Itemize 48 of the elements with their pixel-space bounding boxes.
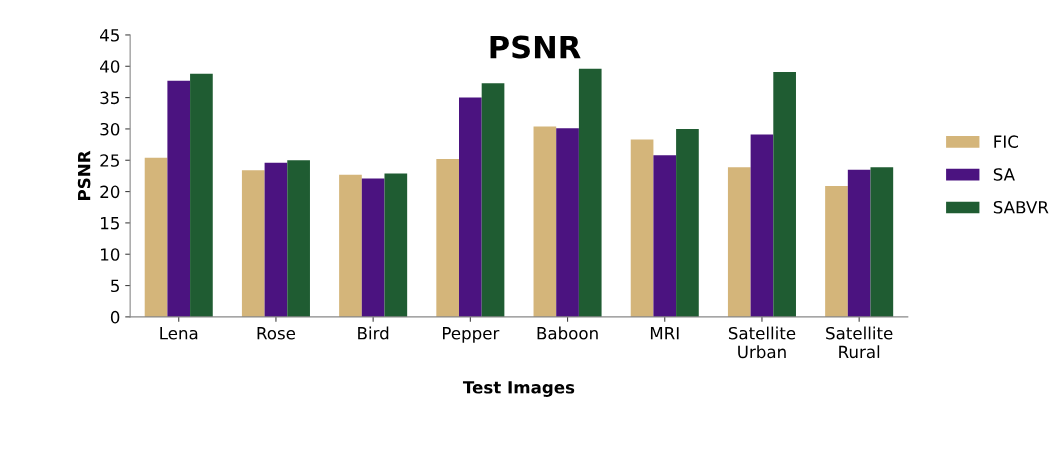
bar <box>384 173 408 317</box>
legend-label: SABVR <box>993 200 1049 214</box>
bar <box>264 162 288 317</box>
y-tick-label: 10 <box>101 248 120 261</box>
legend-label: FIC <box>994 135 1018 148</box>
bar <box>459 97 482 317</box>
bar <box>481 83 505 317</box>
bar <box>144 157 168 317</box>
bar <box>190 73 213 317</box>
bar <box>287 160 310 317</box>
y-tick-label: 0 <box>110 310 120 324</box>
bar <box>361 178 385 317</box>
bar <box>436 159 460 317</box>
bar <box>825 185 848 317</box>
bar <box>727 167 751 317</box>
x-tick-label: Rose <box>257 327 296 340</box>
x-tick-label: MRI <box>650 327 679 340</box>
bar <box>241 170 265 317</box>
bar <box>847 169 871 317</box>
y-tick-label: 30 <box>100 122 120 136</box>
y-tick-label: 15 <box>101 217 119 230</box>
legend-label: SA <box>993 168 1015 181</box>
bar <box>653 155 677 317</box>
bar <box>676 128 699 317</box>
x-tick-label: Satellite Urban <box>728 326 796 359</box>
y-tick-label: 35 <box>100 91 119 105</box>
bar <box>167 80 191 317</box>
y-tick-label: 45 <box>100 29 119 42</box>
x-tick-label: Baboon <box>537 326 598 340</box>
x-tick-label: Satellite Rural <box>826 326 893 359</box>
bar <box>750 134 774 317</box>
chart-title: PSNR <box>490 35 581 59</box>
x-tick-label: Bird <box>358 326 389 340</box>
x-tick-label: Lena <box>160 327 198 340</box>
bar <box>630 139 654 317</box>
bar <box>339 174 362 317</box>
y-tick-label: 20 <box>100 185 120 199</box>
y-tick-label: 25 <box>100 154 119 167</box>
y-tick-label: 40 <box>100 60 120 73</box>
bar <box>556 128 579 317</box>
bar <box>578 68 602 317</box>
x-tick-label: Pepper <box>443 327 500 343</box>
y-tick-label: 5 <box>111 279 119 293</box>
bar <box>773 71 796 317</box>
bar <box>870 167 894 317</box>
y-axis-title: PSNR <box>77 150 91 200</box>
bar <box>533 126 557 317</box>
x-axis-title: Test Images <box>462 381 575 397</box>
